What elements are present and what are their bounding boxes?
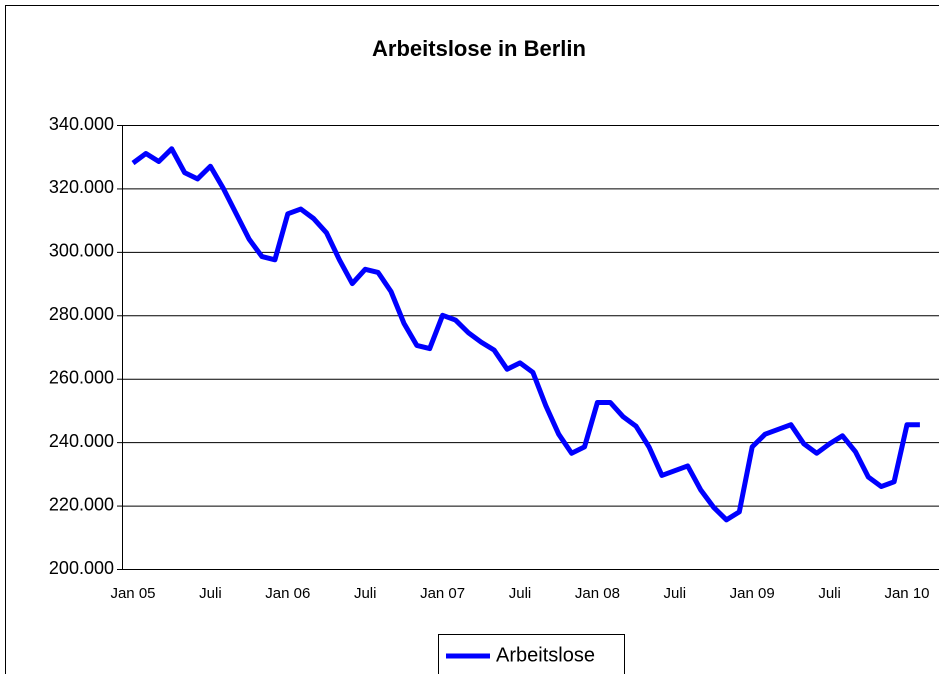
- legend-box: [438, 634, 625, 674]
- x-tick-label: Juli: [199, 585, 222, 602]
- y-tick-label: 340.000: [49, 114, 114, 134]
- data-line: [131, 146, 920, 523]
- x-tick-label: Jan 09: [730, 585, 775, 602]
- x-tick-label: Juli: [509, 585, 532, 602]
- x-tick-label: Jan 05: [110, 585, 155, 602]
- x-tick-label: Jan 10: [884, 585, 929, 602]
- y-tick-label: 220.000: [49, 494, 114, 514]
- chart-title: Arbeitslose in Berlin: [372, 36, 586, 61]
- y-tick-label: 320.000: [49, 177, 114, 197]
- x-tick-label: Jan 08: [575, 585, 620, 602]
- x-tick-label: Jan 06: [265, 585, 310, 602]
- x-tick-label: Juli: [354, 585, 377, 602]
- legend-label: Arbeitslose: [496, 644, 595, 666]
- y-tick-label: 280.000: [49, 304, 114, 324]
- y-tick-label: 300.000: [49, 241, 114, 261]
- chart-frame: [5, 5, 939, 674]
- y-tick-label: 200.000: [49, 558, 114, 578]
- x-tick-label: Juli: [664, 585, 687, 602]
- x-tick-label: Juli: [818, 585, 841, 602]
- x-tick-label: Jan 07: [420, 585, 465, 602]
- y-tick-label: 260.000: [49, 367, 114, 387]
- y-tick-label: 240.000: [49, 431, 114, 451]
